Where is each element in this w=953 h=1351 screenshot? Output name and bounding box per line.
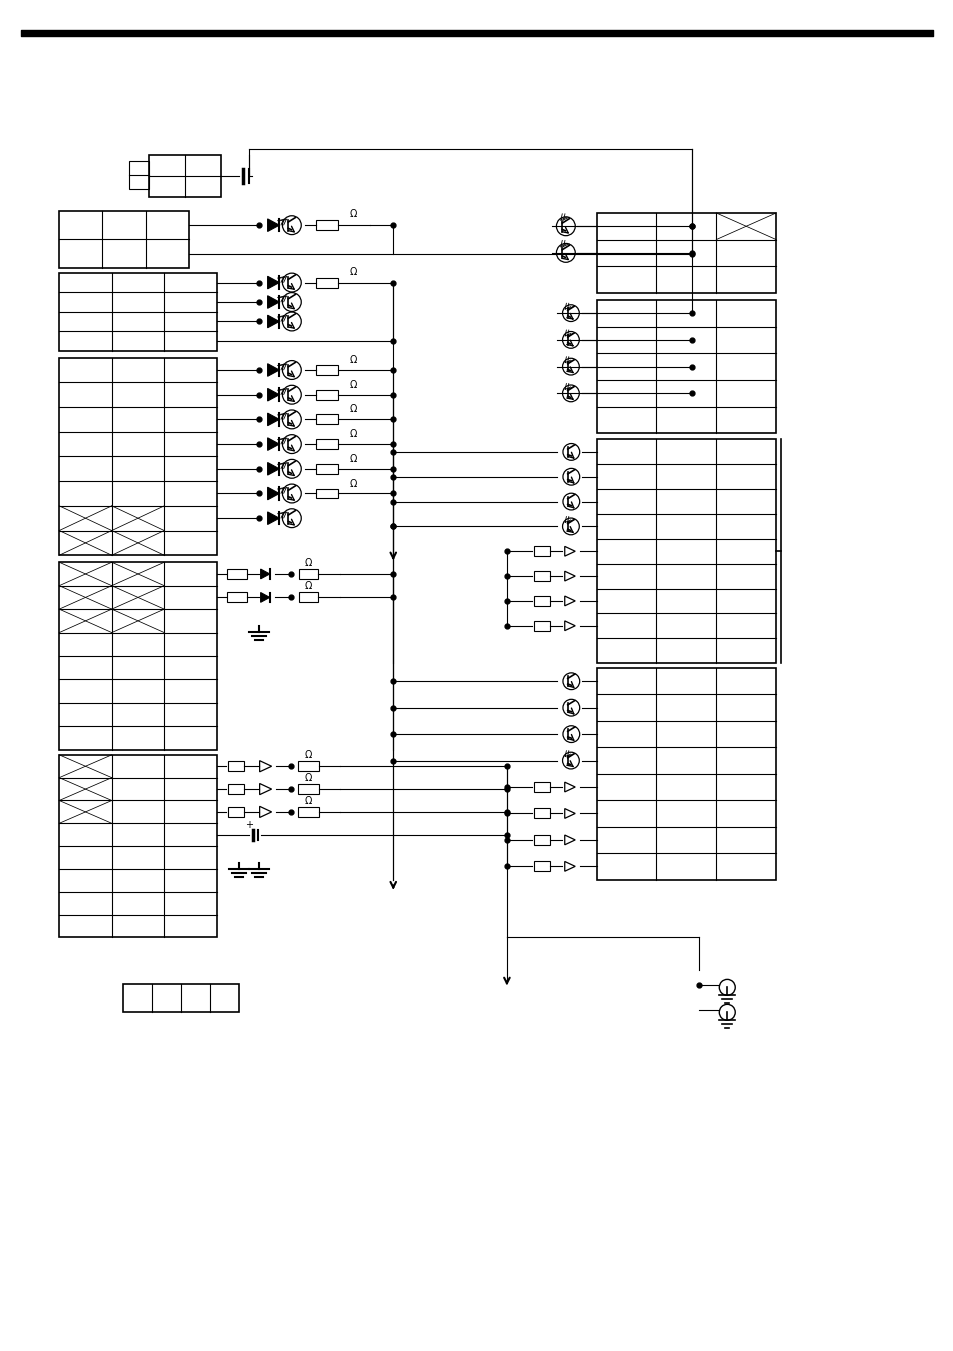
Bar — [228, 761, 243, 771]
Bar — [534, 596, 549, 605]
Bar — [298, 593, 318, 603]
Polygon shape — [268, 512, 279, 524]
Bar — [123, 985, 238, 1012]
Bar — [534, 620, 549, 631]
Text: Ω: Ω — [305, 581, 312, 592]
Bar — [316, 365, 338, 376]
Bar — [534, 835, 549, 844]
Polygon shape — [268, 488, 279, 500]
Bar — [297, 807, 319, 817]
Bar — [149, 155, 220, 197]
Polygon shape — [268, 462, 279, 476]
Polygon shape — [268, 363, 279, 377]
Bar — [316, 277, 338, 288]
Bar — [534, 571, 549, 581]
Text: Ω: Ω — [350, 478, 356, 489]
Bar — [298, 569, 318, 580]
Bar — [297, 784, 319, 794]
Bar — [596, 667, 776, 880]
Bar — [59, 211, 189, 267]
Polygon shape — [268, 389, 279, 401]
Bar — [534, 782, 549, 792]
Text: Ω: Ω — [350, 430, 356, 439]
Bar — [227, 593, 247, 603]
Bar — [227, 569, 247, 580]
Text: +: + — [244, 820, 253, 830]
Bar — [297, 761, 319, 771]
Bar — [59, 755, 216, 938]
Text: Ω: Ω — [350, 266, 356, 277]
Text: Ω: Ω — [350, 404, 356, 415]
Bar — [316, 463, 338, 474]
Polygon shape — [268, 315, 279, 328]
Bar — [596, 300, 776, 434]
Bar — [129, 161, 149, 189]
Text: Ω: Ω — [305, 558, 312, 567]
Bar — [228, 784, 243, 794]
Polygon shape — [268, 413, 279, 426]
Bar — [596, 213, 776, 293]
Text: Ω: Ω — [305, 796, 312, 807]
Text: Ω: Ω — [305, 750, 312, 761]
Bar — [316, 415, 338, 424]
Bar — [316, 489, 338, 499]
Text: Ω: Ω — [305, 773, 312, 784]
Bar — [596, 439, 776, 663]
Bar — [316, 389, 338, 400]
Bar — [534, 862, 549, 871]
Polygon shape — [268, 438, 279, 450]
Text: Ω: Ω — [350, 454, 356, 463]
Bar — [228, 807, 243, 817]
Bar — [59, 273, 216, 351]
Text: Ω: Ω — [350, 380, 356, 389]
Text: Ω: Ω — [350, 209, 356, 219]
Polygon shape — [268, 276, 279, 289]
Polygon shape — [268, 296, 279, 308]
Bar — [316, 220, 338, 230]
Polygon shape — [260, 593, 270, 603]
Bar — [59, 562, 216, 750]
Bar — [316, 439, 338, 449]
Bar — [534, 546, 549, 557]
Polygon shape — [260, 569, 270, 578]
Text: Ω: Ω — [350, 355, 356, 365]
Polygon shape — [268, 219, 279, 231]
Bar — [59, 358, 216, 555]
Bar — [534, 808, 549, 819]
